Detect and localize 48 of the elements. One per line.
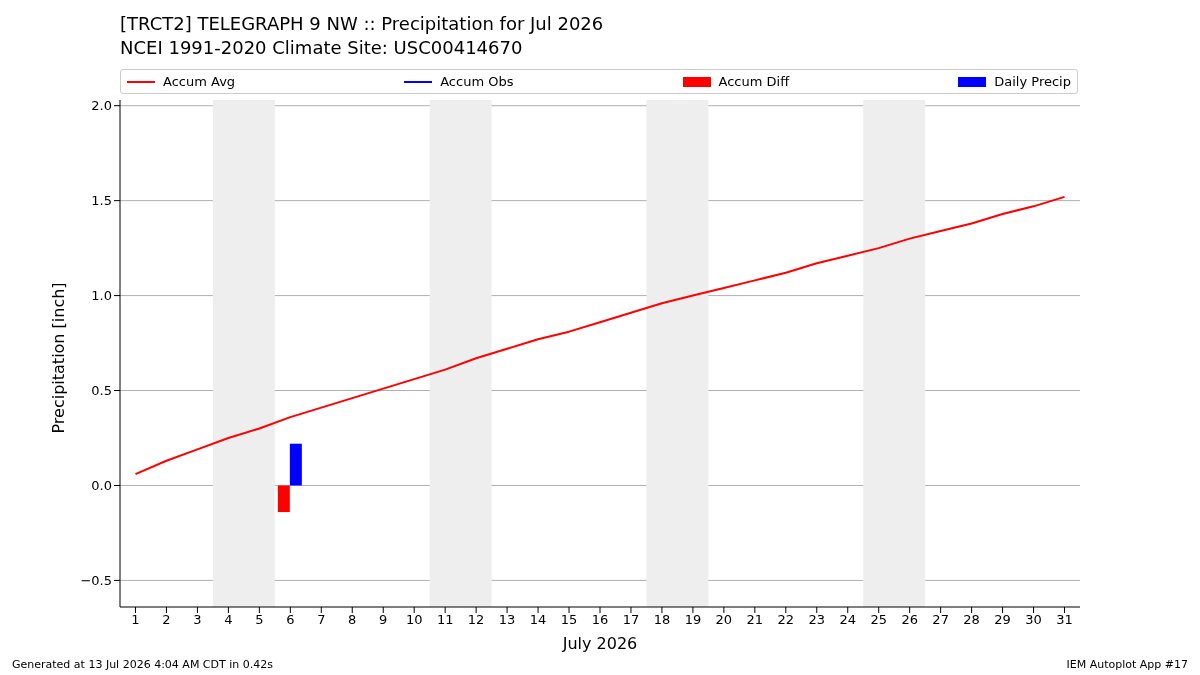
y-tick-label: 2.0 [91,98,112,114]
x-tick-label: 6 [286,612,295,628]
x-tick-label: 23 [808,612,826,628]
x-tick-label: 19 [684,612,702,628]
x-tick-label: 27 [932,612,949,628]
x-tick-label: 11 [436,612,454,628]
x-tick-label: 5 [255,612,264,628]
x-tick-label: 25 [870,612,887,628]
x-tick-label: 7 [317,612,326,628]
text: Generated at 13 Jul 2026 4:04 AM CDT in 0.42s [12,658,273,671]
x-tick-label: 4 [224,612,233,628]
x-tick-label: 14 [529,612,547,628]
x-tick-label: 16 [591,612,609,628]
x-tick-label: 31 [1056,612,1073,628]
legend-label: Accum Avg [163,74,236,89]
y-tick-label: −0.5 [80,573,112,589]
x-tick-label: 28 [963,612,980,628]
text: IEM Autoplot App #17 [1066,658,1188,671]
x-axis-title: July 2026 [561,634,638,653]
x-tick-label: 13 [498,612,516,628]
x-tick-label: 10 [405,612,423,628]
x-tick-label: 15 [560,612,578,628]
x-tick-label: 12 [467,612,485,628]
x-tick-label: 18 [653,612,671,628]
x-tick-label: 1 [131,612,140,628]
x-tick-label: 26 [901,612,918,628]
y-tick-label: 1.5 [91,193,112,209]
x-tick-label: 17 [622,612,640,628]
legend-label: Accum Diff [718,74,790,89]
x-tick-label: 30 [1025,612,1042,628]
y-axis-title: Precipitation [inch] [48,282,68,434]
legend-label: Daily Precip [994,74,1071,89]
y-tick-label: 0.5 [91,383,112,399]
x-tick-label: 3 [193,612,202,628]
y-tick-label: 1.0 [91,288,112,304]
x-tick-label: 21 [746,612,764,628]
x-tick-label: 8 [348,612,357,628]
line-series [134,195,1066,476]
x-tick-label: 29 [994,612,1011,628]
x-tick-label: 9 [379,612,388,628]
y-tick-label: 0.0 [91,478,112,494]
x-tick-label: 20 [715,612,733,628]
x-tick-label: 2 [162,612,171,628]
x-tick-label: 22 [777,612,795,628]
x-tick-label: 24 [839,612,857,628]
legend-label: Accum Obs [440,74,514,89]
chart-subtitle: NCEI 1991-2020 Climate Site: USC00414670 [120,36,524,60]
chart-title: [TRCT2] TELEGRAPH 9 NW :: Precipitation for Jul 2026 [120,12,604,36]
